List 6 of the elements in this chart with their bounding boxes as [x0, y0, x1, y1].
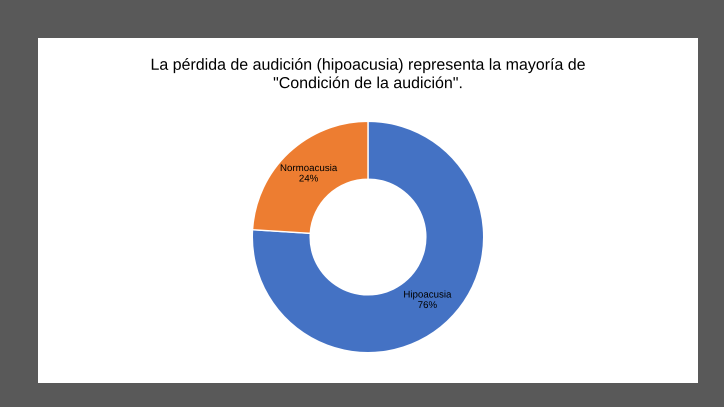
slice-label: Normoacusia [280, 164, 338, 172]
slice-label: Hipoacusia [404, 290, 452, 300]
data-label: 76% [418, 301, 437, 308]
donut-slice [252, 120, 484, 354]
chart-title: La pérdida de audición (hipoacusia) representa la mayoría de "Condición de la audición". [152, 58, 585, 88]
data-label: 24% [299, 174, 318, 182]
